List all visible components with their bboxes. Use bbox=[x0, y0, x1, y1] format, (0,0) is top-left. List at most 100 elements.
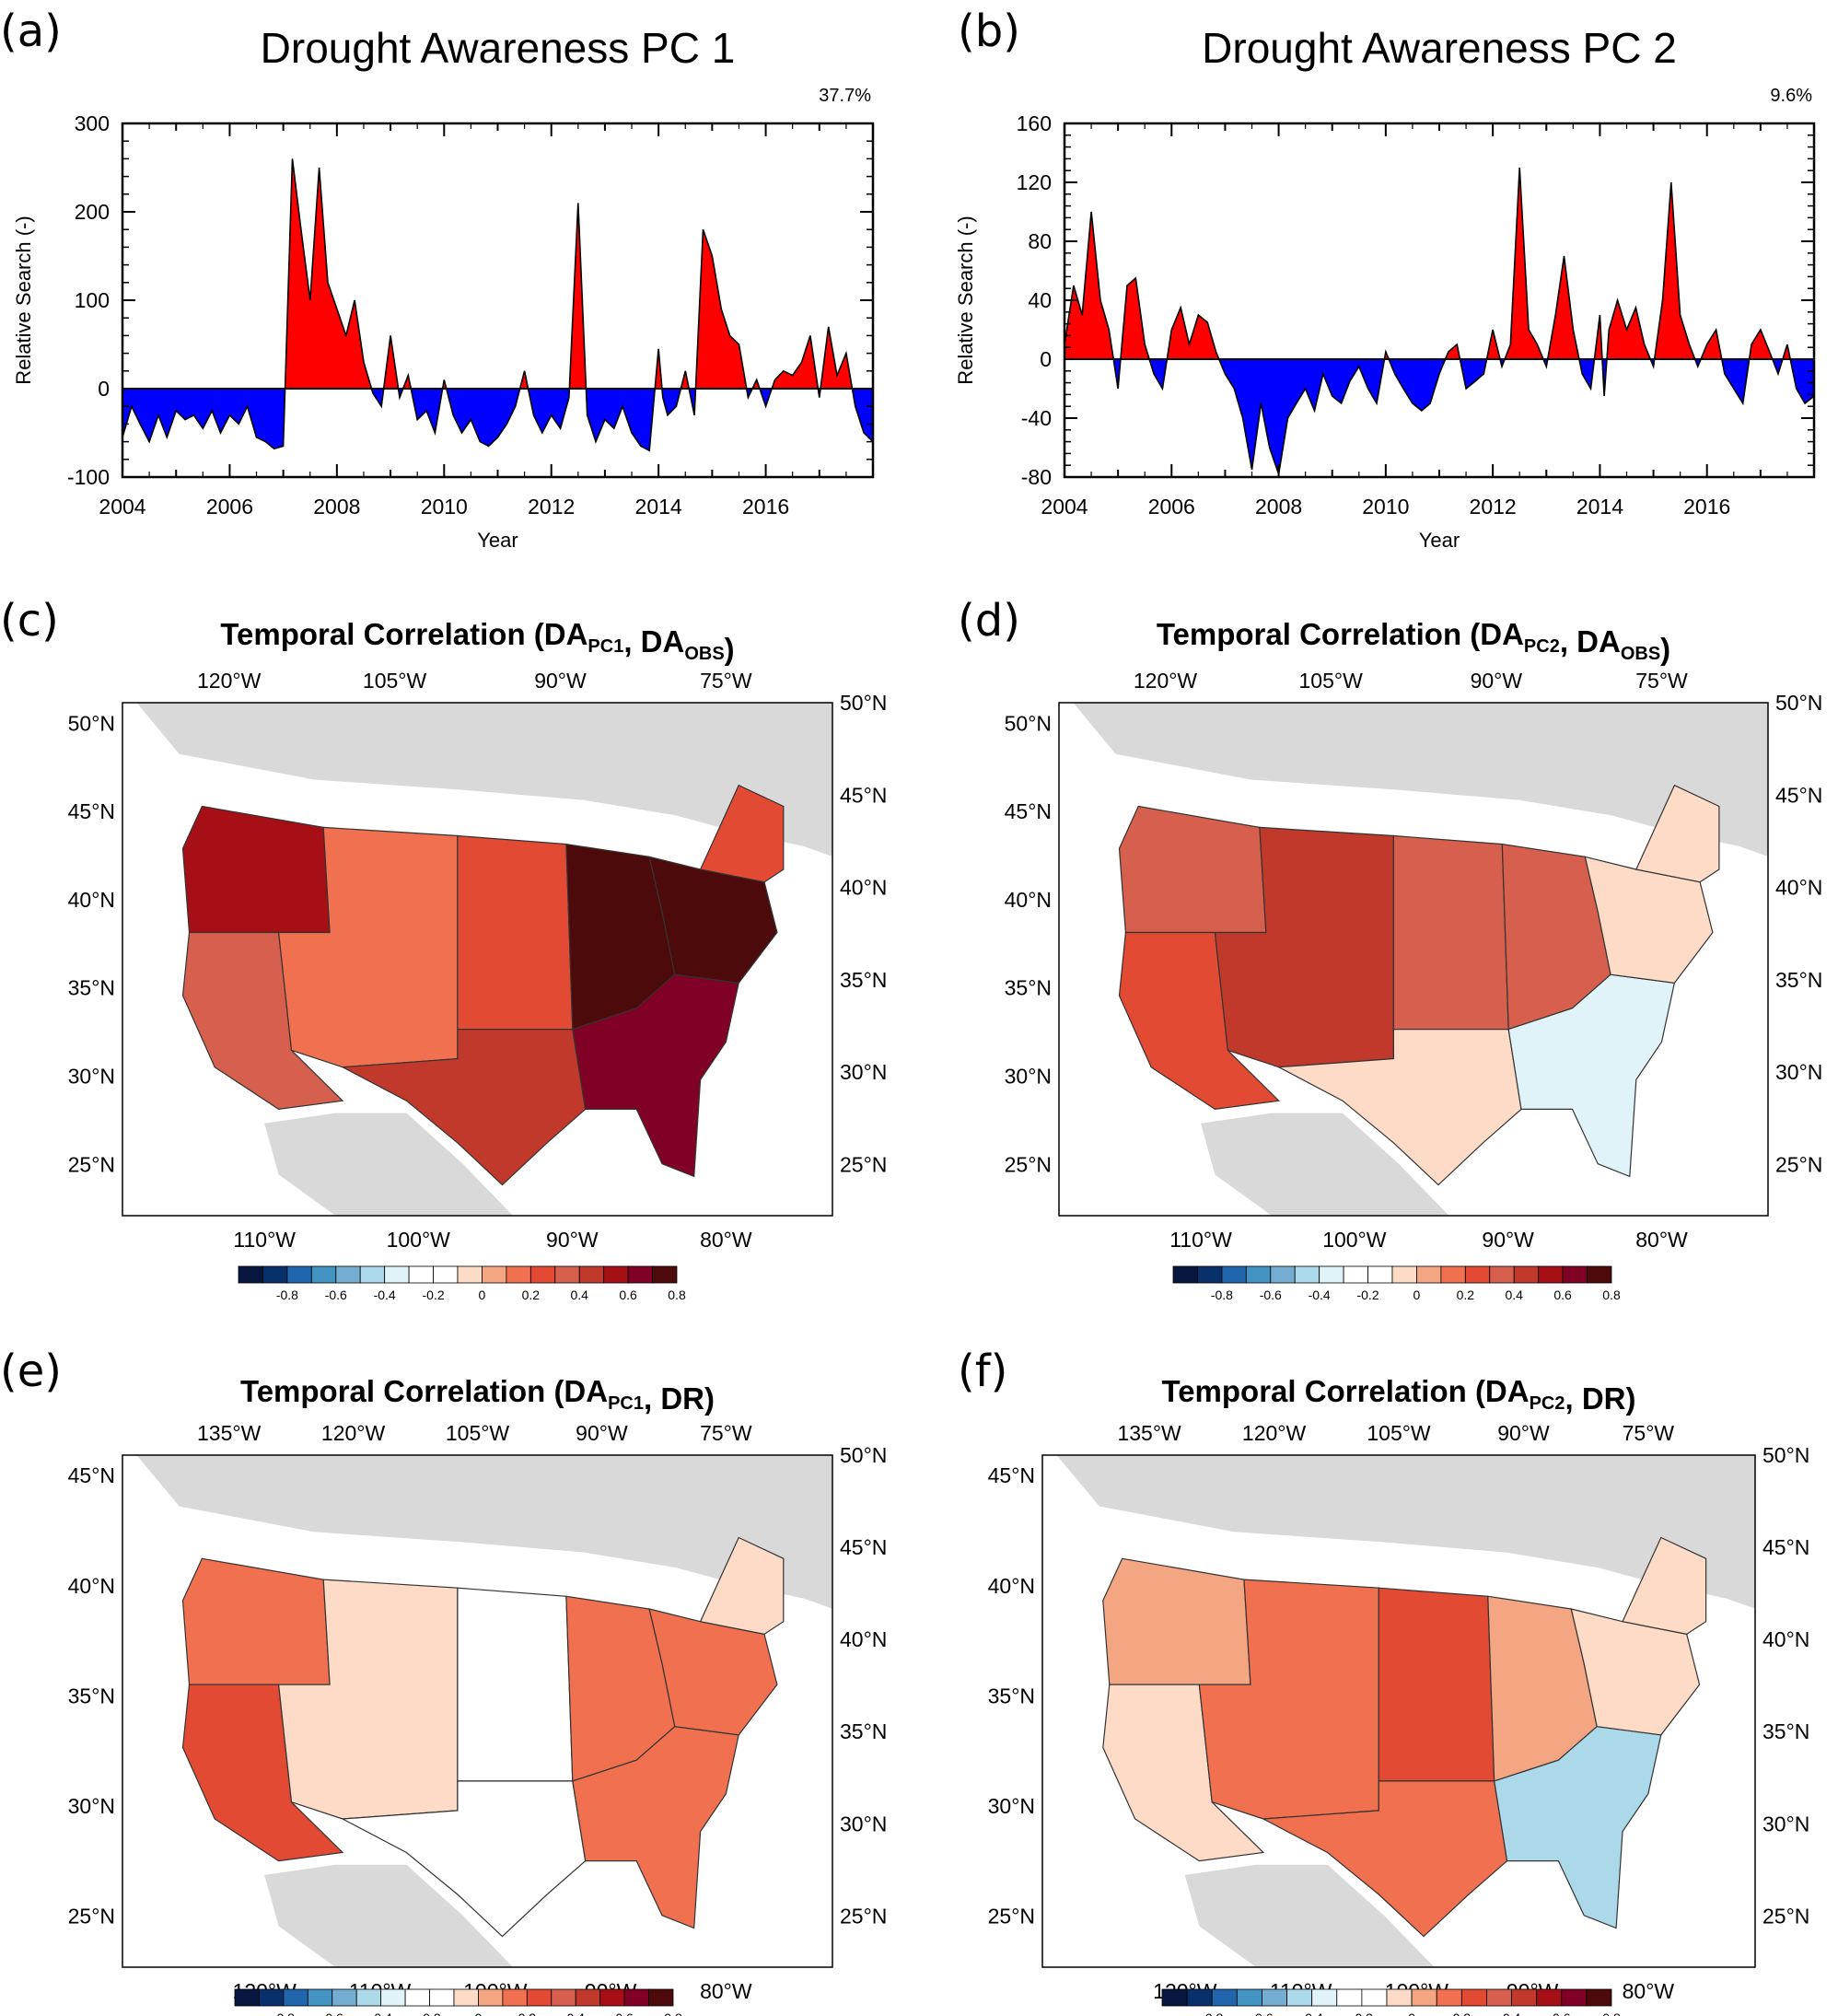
colorbar-segment bbox=[359, 1265, 386, 1284]
y-tick-label: 40 bbox=[1028, 288, 1052, 312]
colorbar-label: 0.4 bbox=[1503, 2010, 1521, 2016]
map-frame bbox=[1041, 1454, 1756, 1968]
lat-label-right: 50°N bbox=[1775, 691, 1822, 715]
title-subscript: PC1 bbox=[587, 636, 623, 657]
lat-label-left: 30°N bbox=[68, 1794, 115, 1818]
lon-label-bottom: 100°W bbox=[1322, 1228, 1387, 1252]
region-southeast bbox=[1507, 973, 1676, 1178]
lat-label-left: 25°N bbox=[68, 1904, 115, 1928]
lon-label-top: 105°W bbox=[446, 1421, 510, 1445]
colorbar-segment bbox=[603, 1265, 629, 1284]
mexico-land bbox=[264, 1864, 513, 1967]
x-tick-label: 2010 bbox=[421, 495, 468, 519]
lat-label-right: 25°N bbox=[1762, 1904, 1809, 1928]
y-axis-label: Relative Search (-) bbox=[954, 216, 977, 384]
map-frame bbox=[1058, 702, 1769, 1217]
map-frame bbox=[122, 1454, 833, 1968]
lon-label-top: 120°W bbox=[1134, 669, 1198, 693]
lat-label-right: 45°N bbox=[840, 1535, 887, 1559]
colorbar-label: -0.8 bbox=[1211, 1288, 1233, 1302]
lat-label-right: 45°N bbox=[840, 783, 887, 807]
colorbar-label: 0.8 bbox=[668, 1288, 686, 1302]
title-part: ) bbox=[1660, 632, 1670, 666]
lat-label-left: 30°N bbox=[68, 1064, 115, 1088]
lat-label-right: 50°N bbox=[840, 1443, 887, 1467]
colorbar-label: 0.8 bbox=[1602, 2010, 1621, 2016]
region-central bbox=[457, 834, 574, 1031]
panel-a-timeseries: (a) Drought Awareness PC 1 37.7% 300 200 100 0… bbox=[0, 6, 875, 552]
title-part: Temporal Correlation (DA bbox=[220, 617, 587, 651]
colorbar-segment bbox=[404, 1988, 430, 2007]
region-new-england bbox=[1622, 1536, 1707, 1636]
lon-label-top: 135°W bbox=[197, 1421, 262, 1445]
lat-label-left: 45°N bbox=[1005, 799, 1052, 823]
panel-f-map: (f) Temporal Correlation (DAPC2, DR) 135°W… bbox=[958, 1346, 1809, 2016]
lon-label-top: 120°W bbox=[321, 1421, 386, 1445]
positive-area bbox=[122, 158, 873, 389]
colorbar-segment bbox=[355, 1988, 382, 2007]
colorbar-label: -0.6 bbox=[1260, 1288, 1282, 1302]
colorbar-label: 0 bbox=[1408, 2010, 1415, 2016]
colorbar-label: 0 bbox=[1413, 1288, 1421, 1302]
colorbar-segment bbox=[259, 1988, 285, 2007]
map-frame bbox=[122, 702, 833, 1217]
colorbar-segment bbox=[408, 1265, 434, 1284]
colorbar-segment bbox=[599, 1988, 625, 2007]
y-tick-label: 0 bbox=[98, 377, 110, 401]
lat-label-left: 25°N bbox=[1005, 1152, 1052, 1176]
lat-label-right: 35°N bbox=[840, 968, 887, 992]
lat-label-left: 45°N bbox=[68, 1463, 115, 1487]
lon-label-bottom: 110°W bbox=[233, 1228, 296, 1252]
colorbar-label: 0.4 bbox=[1505, 1288, 1523, 1302]
colorbar-label: -0.6 bbox=[1251, 2010, 1273, 2016]
x-tick-label: 2012 bbox=[1470, 495, 1517, 519]
colorbar-segment bbox=[1294, 1265, 1320, 1284]
colorbar-label: -0.2 bbox=[418, 2010, 440, 2016]
panel-letter: (a) bbox=[0, 6, 62, 57]
lat-label-left: 40°N bbox=[68, 1574, 115, 1598]
colorbar-label: -0.4 bbox=[374, 1288, 396, 1302]
colorbar-label: 0 bbox=[479, 1288, 486, 1302]
colorbar-segment bbox=[1411, 1988, 1437, 2007]
region-pacific-nw bbox=[1118, 805, 1267, 934]
lat-label-right: 25°N bbox=[840, 1152, 887, 1176]
panel-c-map: (c) Temporal Correlation (DAPC1, DAOBS) 12… bbox=[0, 595, 887, 1302]
colorbar-segment bbox=[652, 1265, 678, 1284]
colorbar-segment bbox=[623, 1988, 649, 2007]
lon-label-top: 105°W bbox=[1367, 1421, 1431, 1445]
y-tick-label: 160 bbox=[1017, 111, 1052, 135]
colorbar-segment bbox=[1270, 1265, 1296, 1284]
lat-label-right: 30°N bbox=[1762, 1812, 1809, 1835]
x-tick-label: 2016 bbox=[742, 495, 789, 519]
x-tick-label: 2014 bbox=[635, 495, 682, 519]
colorbar-segment bbox=[1416, 1265, 1442, 1284]
lon-label-bottom: 100°W bbox=[387, 1228, 451, 1252]
region-pacific-nw bbox=[181, 805, 331, 934]
colorbar-segment bbox=[238, 1265, 263, 1284]
colorbar-label: -0.8 bbox=[1201, 2010, 1223, 2016]
lat-label-right: 50°N bbox=[840, 691, 887, 715]
region-south-central bbox=[340, 1780, 587, 1938]
lon-label-top: 135°W bbox=[1117, 1421, 1181, 1445]
colorbar-segment bbox=[526, 1988, 553, 2007]
colorbar-label: -0.8 bbox=[273, 2010, 295, 2016]
mexico-land bbox=[1184, 1864, 1435, 1967]
colorbar-label: 0.6 bbox=[1553, 1288, 1572, 1302]
lat-label-left: 40°N bbox=[68, 888, 115, 912]
chart-title: Drought Awareness PC 2 bbox=[1202, 24, 1677, 72]
lat-label-left: 45°N bbox=[988, 1463, 1035, 1487]
lat-label-right: 40°N bbox=[1762, 1627, 1809, 1651]
y-tick-label: 300 bbox=[75, 111, 110, 135]
colorbar-label: -0.2 bbox=[422, 1288, 444, 1302]
colorbar-segment bbox=[1538, 1265, 1564, 1284]
colorbar-segment bbox=[648, 1988, 674, 2007]
lon-label-bottom: 80°W bbox=[1623, 1979, 1675, 2003]
colorbar-segment bbox=[453, 1988, 479, 2007]
lat-label-right: 40°N bbox=[840, 876, 887, 900]
panel-b-timeseries: (b) Drought Awareness PC 2 9.6% 160 120 80 40 0… bbox=[954, 6, 1816, 552]
lon-label-top: 75°W bbox=[1635, 669, 1688, 693]
lat-label-right: 35°N bbox=[1775, 968, 1822, 992]
mexico-land bbox=[1201, 1113, 1449, 1216]
colorbar-segment bbox=[551, 1988, 576, 2007]
